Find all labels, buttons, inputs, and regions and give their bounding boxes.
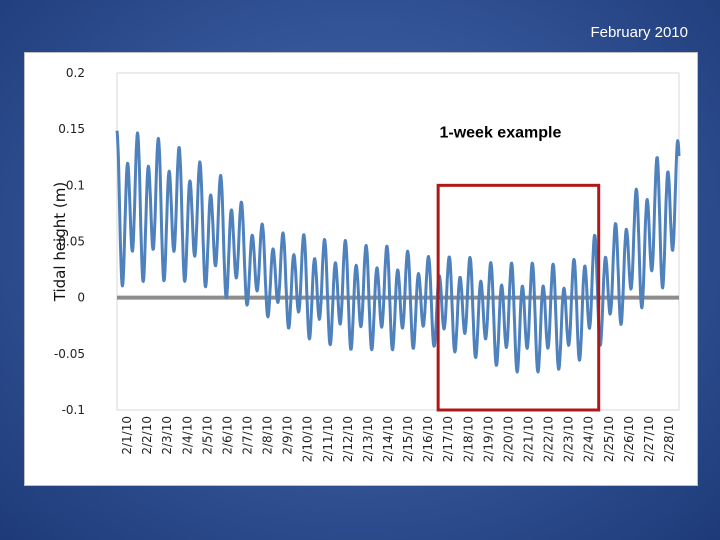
x-tick-label: 2/12/10 bbox=[341, 416, 355, 462]
week-highlight-label: 1-week example bbox=[439, 124, 561, 141]
x-tick-label: 2/15/10 bbox=[401, 416, 415, 462]
x-tick-label: 2/26/10 bbox=[622, 416, 636, 462]
x-tick-label: 2/9/10 bbox=[281, 416, 295, 455]
y-axis-label: Tidal height (m) bbox=[51, 182, 69, 302]
y-tick-label: 0 bbox=[77, 291, 85, 305]
x-tick-label: 2/17/10 bbox=[441, 416, 455, 462]
tidal-height-chart: 0.2 0.15 0.1 0.05 0 -0.05 -0.1 2/1/10 2/2/10 2/3… bbox=[51, 66, 681, 462]
y-tick-label: -0.1 bbox=[62, 403, 85, 417]
x-tick-label: 2/11/10 bbox=[321, 416, 335, 462]
x-tick-label: 2/20/10 bbox=[501, 416, 515, 462]
x-tick-label: 2/1/10 bbox=[120, 416, 134, 455]
plot-border bbox=[116, 72, 680, 411]
x-tick-label: 2/4/10 bbox=[180, 416, 194, 455]
x-tick-label: 2/18/10 bbox=[461, 416, 475, 462]
x-tick-label: 2/25/10 bbox=[602, 416, 616, 462]
x-tick-label: 2/10/10 bbox=[301, 416, 315, 462]
slide-title: February 2010 bbox=[590, 24, 688, 41]
y-tick-label: 0.1 bbox=[66, 178, 85, 192]
x-tick-label: 2/13/10 bbox=[361, 416, 375, 462]
chart-frame: 0.2 0.15 0.1 0.05 0 -0.05 -0.1 2/1/10 2/2/10 2/3… bbox=[24, 52, 698, 486]
x-tick-label: 2/14/10 bbox=[381, 416, 395, 462]
x-tick-label: 2/8/10 bbox=[261, 416, 275, 455]
y-tick-label: -0.05 bbox=[54, 347, 85, 361]
x-tick-label: 2/24/10 bbox=[582, 416, 596, 462]
x-tick-label: 2/5/10 bbox=[200, 416, 214, 455]
y-axis: 0.2 0.15 0.1 0.05 0 -0.05 -0.1 bbox=[54, 66, 85, 417]
x-tick-label: 2/28/10 bbox=[662, 416, 676, 462]
tidal-height-line bbox=[115, 130, 681, 374]
x-tick-label: 2/21/10 bbox=[521, 416, 535, 462]
x-tick-label: 2/16/10 bbox=[421, 416, 435, 462]
x-axis: 2/1/10 2/2/10 2/3/10 2/4/10 2/5/10 2/6/10 2/7/… bbox=[120, 416, 676, 462]
x-tick-label: 2/22/10 bbox=[542, 416, 556, 462]
y-tick-label: 0.05 bbox=[58, 235, 85, 249]
x-tick-label: 2/2/10 bbox=[140, 416, 154, 455]
y-tick-label: 0.15 bbox=[58, 122, 85, 136]
plot-area: 1-week example bbox=[115, 72, 681, 412]
y-tick-label: 0.2 bbox=[66, 66, 85, 80]
x-tick-label: 2/27/10 bbox=[642, 416, 656, 462]
x-tick-label: 2/3/10 bbox=[160, 416, 174, 455]
x-tick-label: 2/7/10 bbox=[240, 416, 254, 455]
x-tick-label: 2/23/10 bbox=[562, 416, 576, 462]
x-tick-label: 2/6/10 bbox=[220, 416, 234, 455]
x-tick-label: 2/19/10 bbox=[481, 416, 495, 462]
week-highlight-box bbox=[436, 183, 601, 412]
